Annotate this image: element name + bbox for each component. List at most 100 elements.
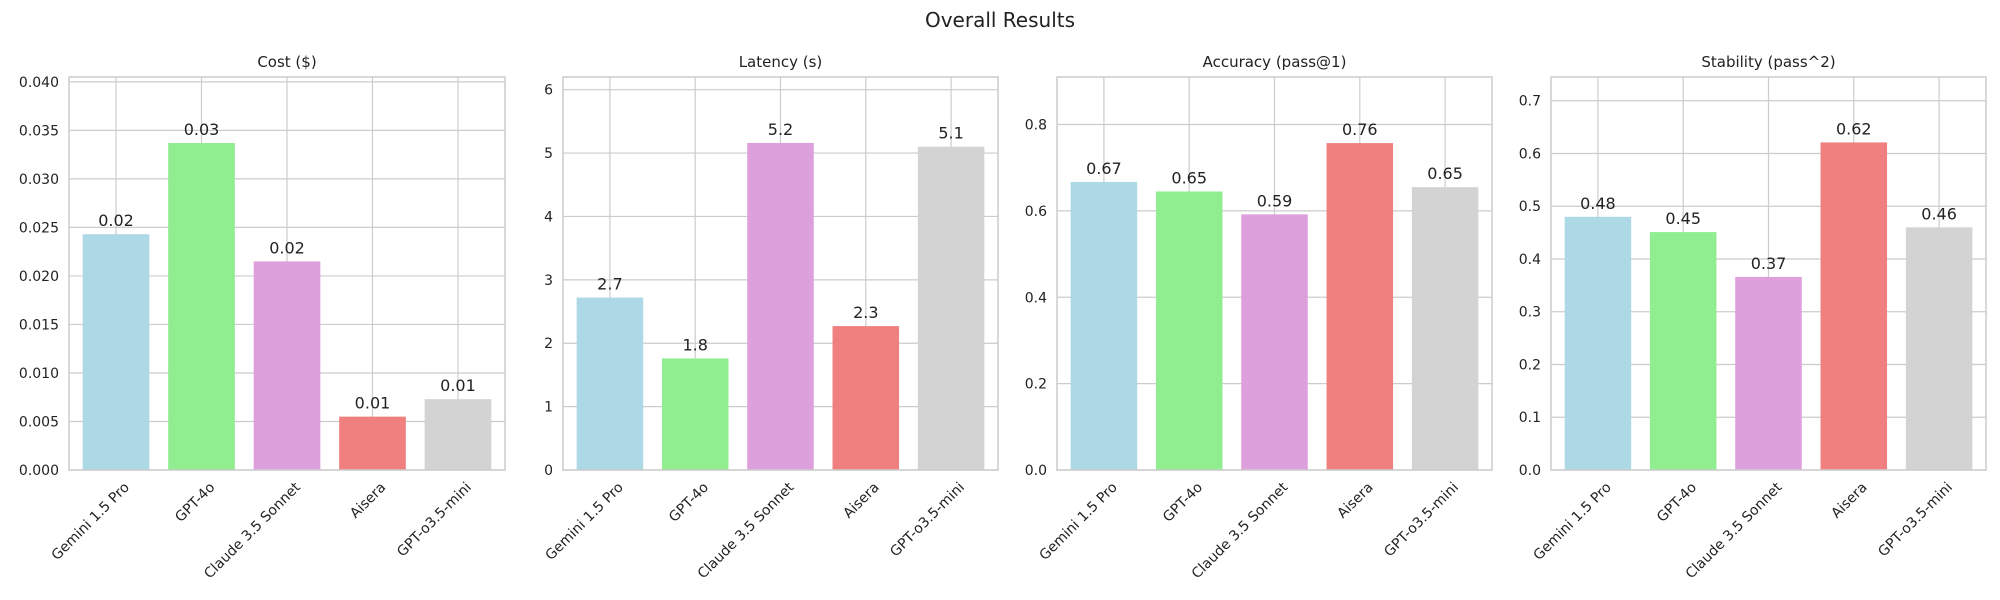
bar — [1820, 142, 1888, 470]
data-label: 0.46 — [1921, 204, 1957, 223]
y-tick-label: 0.0 — [1025, 463, 1047, 479]
data-label: 0.01 — [440, 376, 476, 395]
y-tick-label: 0.7 — [1519, 94, 1541, 110]
y-tick-label: 0.0 — [1519, 463, 1541, 479]
y-tick-label: 0.035 — [19, 123, 59, 139]
bar — [576, 297, 644, 470]
y-tick-label: 5 — [544, 146, 553, 162]
x-tick-label: GPT-4o — [172, 480, 218, 526]
y-tick-label: 0.4 — [1519, 252, 1541, 268]
bar — [747, 142, 814, 470]
bar — [168, 142, 235, 471]
y-tick-label: 0.005 — [19, 414, 59, 430]
bar — [253, 261, 321, 470]
data-label: 0.62 — [1836, 119, 1872, 138]
x-tick-label: Gemini 1.5 Pro — [542, 480, 626, 564]
plot-frame — [1056, 76, 1493, 471]
y-tick-label: 0.3 — [1519, 305, 1541, 321]
y-tick-label: 0.000 — [19, 463, 59, 479]
data-label: 0.48 — [1580, 194, 1616, 213]
x-tick-label: Gemini 1.5 Pro — [1530, 480, 1614, 564]
bar — [1070, 181, 1138, 470]
bar — [1905, 227, 1973, 470]
x-tick-label: GPT-o3.5-mini — [1875, 480, 1956, 561]
x-tick-label: Aisera — [840, 480, 882, 522]
chart-panel: 0 1 2 3 4 5 6 2.7 1.8 5.2 2.3 5.1 Latency (s) Gemini … — [542, 53, 999, 582]
chart-panel: 0.000 0.005 0.010 0.015 0.020 0.025 0.030 0.035… — [19, 53, 506, 582]
bar — [1735, 276, 1802, 470]
data-label: 2.7 — [597, 275, 622, 294]
data-label: 0.03 — [184, 120, 220, 139]
data-label: 0.37 — [1751, 254, 1787, 273]
x-tick-label: Aisera — [1334, 480, 1376, 522]
chart-title: Stability (pass^2) — [1701, 53, 1835, 71]
y-tick-label: 3 — [544, 273, 553, 289]
y-tick-label: 0.6 — [1519, 146, 1541, 162]
y-tick-label: 0.2 — [1519, 357, 1541, 373]
bar — [917, 146, 985, 470]
y-tick-label: 0.4 — [1025, 290, 1047, 306]
x-tick-label: Claude 3.5 Sonnet — [201, 479, 304, 582]
data-label: 0.01 — [355, 394, 391, 413]
plot-frame — [68, 76, 506, 471]
x-tick-label: Aisera — [1828, 480, 1870, 522]
y-tick-label: 0.015 — [19, 317, 59, 333]
data-label: 0.65 — [1171, 168, 1207, 187]
data-label: 2.3 — [853, 303, 878, 322]
y-tick-label: 0.030 — [19, 172, 59, 188]
data-label: 5.1 — [938, 124, 963, 143]
x-tick-label: Claude 3.5 Sonnet — [695, 479, 798, 582]
chart-panel: 0.0 0.2 0.4 0.6 0.8 0.67 0.65 0.59 0.76 0.65 Accur… — [1025, 53, 1493, 582]
bar — [661, 358, 729, 470]
y-tick-label: 1 — [544, 400, 553, 416]
y-tick-label: 2 — [544, 336, 553, 352]
chart-title: Accuracy (pass@1) — [1203, 53, 1347, 71]
y-tick-label: 6 — [544, 83, 553, 99]
bar — [1326, 143, 1394, 471]
x-tick-label: GPT-o3.5-mini — [887, 480, 968, 561]
data-label: 0.02 — [269, 238, 305, 257]
chart-panels: 0.0000.0050.0100.0150.0200.0250.0300.035… — [19, 53, 1987, 582]
bar — [82, 234, 150, 470]
plot-frame — [562, 76, 999, 471]
y-tick-label: 0.040 — [19, 75, 59, 91]
data-label: 0.59 — [1257, 191, 1293, 210]
bar — [1155, 191, 1223, 470]
bar — [832, 326, 900, 470]
plot-frame — [1550, 76, 1987, 471]
data-label: 0.45 — [1665, 209, 1701, 228]
y-tick-label: 4 — [544, 209, 553, 225]
x-tick-label: GPT-o3.5-mini — [1381, 480, 1462, 561]
x-tick-label: GPT-4o — [1654, 480, 1700, 526]
figure-title: Overall Results — [925, 8, 1075, 32]
bar — [424, 399, 492, 470]
y-tick-label: 0.025 — [19, 220, 59, 236]
x-tick-label: GPT-4o — [1160, 480, 1206, 526]
bar — [1241, 214, 1308, 470]
chart-title: Cost ($) — [257, 53, 316, 71]
y-tick-label: 0 — [544, 463, 553, 479]
x-tick-label: GPT-o3.5-mini — [394, 480, 475, 561]
y-tick-label: 0.2 — [1025, 377, 1047, 393]
y-tick-label: 0.5 — [1519, 199, 1541, 215]
x-tick-label: GPT-4o — [666, 480, 712, 526]
y-tick-label: 0.010 — [19, 366, 59, 382]
y-tick-label: 0.1 — [1519, 410, 1541, 426]
x-tick-label: Claude 3.5 Sonnet — [1683, 479, 1786, 582]
chart-panel: 0.0 0.1 0.2 0.3 0.4 0.5 0.6 0.7 0.48 0.45 0.37 0.62… — [1519, 53, 1987, 582]
x-tick-label: Claude 3.5 Sonnet — [1189, 479, 1292, 582]
y-tick-label: 0.020 — [19, 269, 59, 285]
y-tick-label: 0.8 — [1025, 118, 1047, 134]
y-tick-label: 0.6 — [1025, 204, 1047, 220]
chart-title: Latency (s) — [739, 53, 823, 71]
x-tick-label: Gemini 1.5 Pro — [1036, 480, 1120, 564]
data-label: 0.67 — [1086, 159, 1122, 178]
x-tick-label: Gemini 1.5 Pro — [49, 480, 133, 564]
data-label: 5.2 — [768, 120, 793, 139]
data-label: 0.65 — [1427, 164, 1463, 183]
data-label: 0.02 — [98, 211, 134, 230]
bar — [1411, 187, 1479, 470]
bar — [1564, 216, 1632, 470]
x-tick-label: Aisera — [347, 480, 389, 522]
